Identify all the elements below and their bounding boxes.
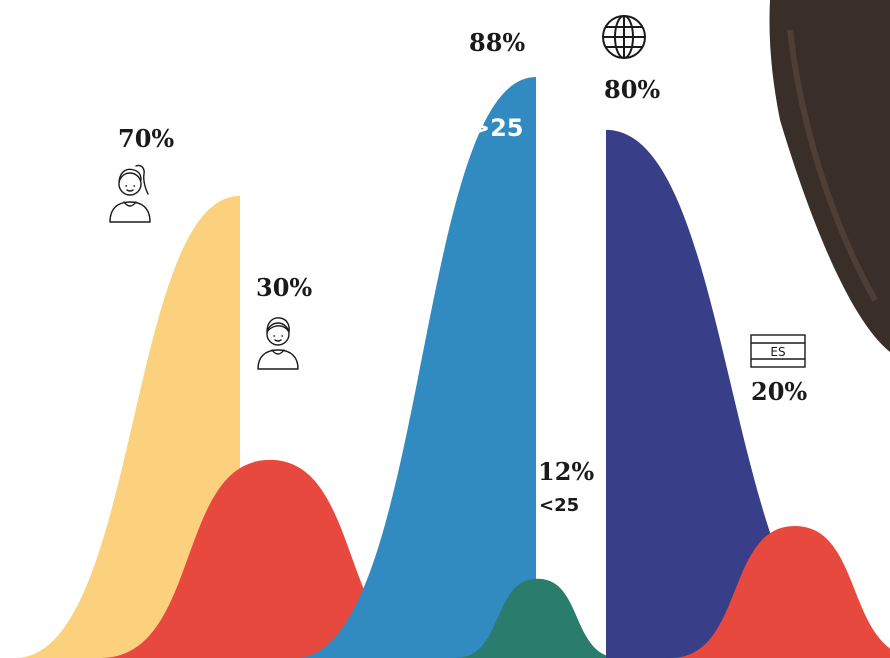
area-women xyxy=(15,195,240,658)
label-over-25-pct: 88% xyxy=(469,28,525,57)
area-under-25 xyxy=(455,578,620,658)
portrait-photo-highlight xyxy=(787,29,878,302)
globe-icon xyxy=(602,15,646,59)
label-global-pct: 80% xyxy=(604,75,660,104)
area-global xyxy=(606,129,870,658)
flag-text: ES xyxy=(770,345,785,359)
area-spain xyxy=(670,525,890,658)
es-flag-icon: ES xyxy=(750,334,806,368)
label-under-25-pct: 12% xyxy=(538,457,594,486)
area-over-25 xyxy=(295,77,536,658)
man-icon xyxy=(257,317,299,370)
tag-under-25: <25 xyxy=(539,495,579,516)
label-spain-pct: 20% xyxy=(751,377,807,406)
label-men-pct: 30% xyxy=(256,273,312,302)
label-women-pct: 70% xyxy=(118,124,174,153)
tag-over-25: >25 xyxy=(470,114,524,142)
woman-icon xyxy=(109,164,151,223)
